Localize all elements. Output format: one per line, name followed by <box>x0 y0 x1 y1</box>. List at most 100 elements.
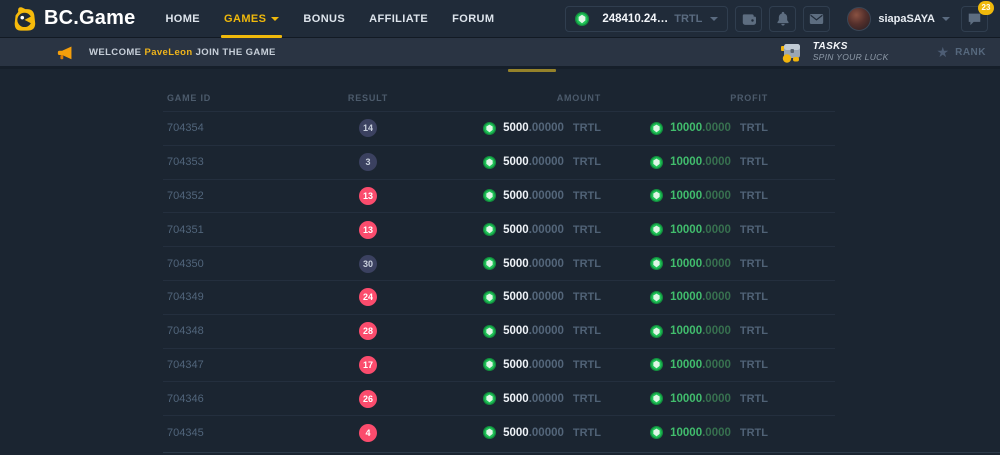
amount-currency: TRTL <box>572 189 601 202</box>
result-badge: 17 <box>359 355 377 374</box>
table-row[interactable]: 704350 30 5000 .00000 TRTL <box>163 246 835 280</box>
amount-decimals: .00000 <box>528 257 564 270</box>
trtl-coin-icon <box>483 358 497 372</box>
table-body: 704354 14 5000 .00000 TRTL <box>163 111 835 449</box>
table-row[interactable]: 704351 13 5000 .00000 TRTL <box>163 212 835 246</box>
result-badge: 30 <box>359 254 377 273</box>
nav-games[interactable]: GAMES <box>221 0 283 38</box>
amount-cell: 5000 .00000 TRTL <box>413 121 601 135</box>
profit-cell: 10000 .0000 TRTL <box>601 223 768 237</box>
amount-currency: TRTL <box>572 392 601 405</box>
amount-currency: TRTL <box>572 358 601 371</box>
table-row[interactable]: 704354 14 5000 .00000 TRTL <box>163 111 835 145</box>
treasure-chest-icon <box>778 40 805 64</box>
profit-decimals: .0000 <box>702 325 731 338</box>
amount-integer: 5000 <box>503 392 529 405</box>
trtl-coin-icon <box>650 426 664 440</box>
result-badge: 3 <box>359 153 377 172</box>
amount-integer: 5000 <box>503 291 529 304</box>
notifications-button[interactable] <box>769 5 797 32</box>
user-menu[interactable]: siapaSAYA <box>847 6 950 31</box>
amount-integer: 5000 <box>503 257 529 270</box>
welcomed-username: PaveLeon <box>144 46 193 58</box>
result-badge: 4 <box>359 423 377 442</box>
amount-currency: TRTL <box>572 122 601 135</box>
profit-cell: 10000 .0000 TRTL <box>601 324 768 338</box>
result-badge: 24 <box>359 288 377 307</box>
tasks-label: TASKS SPIN YOUR LUCK <box>812 41 889 62</box>
profit-cell: 10000 .0000 TRTL <box>601 189 768 203</box>
profit-integer: 10000 <box>670 392 703 405</box>
result-badge: 13 <box>359 186 377 205</box>
game-id: 704350 <box>167 257 204 270</box>
amount-cell: 5000 .00000 TRTL <box>413 257 601 271</box>
rank-label: RANK <box>955 46 986 58</box>
nav-affiliate[interactable]: AFFILIATE <box>369 12 429 25</box>
profit-decimals: .0000 <box>702 291 731 304</box>
brand-logo[interactable]: BC.Game <box>12 5 135 33</box>
amount-cell: 5000 .00000 TRTL <box>413 155 601 169</box>
top-bar: BC.Game HOME GAMES BONUS AFFILIATE FORUM <box>0 0 1000 38</box>
avatar <box>847 6 872 31</box>
topbar-actions: 248410.24… TRTL <box>565 0 994 32</box>
amount-cell: 5000 .00000 TRTL <box>413 358 601 372</box>
chat-button[interactable]: 23 <box>961 0 994 32</box>
bets-history-table: GAME ID RESULT AMOUNT PROFIT 704354 14 5… <box>163 85 835 449</box>
amount-currency: TRTL <box>572 156 601 169</box>
nav-bonus[interactable]: BONUS <box>303 12 346 25</box>
trtl-coin-icon <box>650 223 664 237</box>
tasks-widget[interactable]: TASKS SPIN YOUR LUCK <box>778 40 889 64</box>
table-row[interactable]: 704349 24 5000 .00000 TRTL <box>163 279 835 314</box>
messages-button[interactable] <box>803 5 831 32</box>
nav-home[interactable]: HOME <box>165 12 201 25</box>
nav-forum[interactable]: FORUM <box>452 12 495 25</box>
profit-decimals: .0000 <box>702 223 731 236</box>
profit-decimals: .0000 <box>702 122 731 135</box>
amount-integer: 5000 <box>503 122 529 135</box>
megaphone-icon <box>56 44 75 61</box>
trtl-coin-icon <box>650 290 664 304</box>
amount-cell: 5000 .00000 TRTL <box>413 223 601 237</box>
balance-amount: 248410.24… <box>602 12 669 25</box>
balance-selector[interactable]: 248410.24… TRTL <box>565 5 729 32</box>
table-row[interactable]: 704352 13 5000 .00000 TRTL <box>163 178 835 213</box>
game-id: 704354 <box>167 122 204 135</box>
amount-integer: 5000 <box>503 189 529 202</box>
bcgame-logo-icon <box>12 5 37 33</box>
profit-cell: 10000 .0000 TRTL <box>601 426 768 440</box>
table-row[interactable]: 704346 26 5000 .00000 TRTL <box>163 381 835 415</box>
amount-currency: TRTL <box>572 426 601 439</box>
chevron-down-icon <box>942 16 950 21</box>
wallet-button[interactable] <box>735 5 763 32</box>
profit-decimals: .0000 <box>702 156 731 169</box>
game-id: 704346 <box>167 392 204 405</box>
profit-integer: 10000 <box>670 358 703 371</box>
amount-integer: 5000 <box>503 358 529 371</box>
amount-integer: 5000 <box>503 325 529 338</box>
column-amount: AMOUNT <box>556 93 601 103</box>
profit-integer: 10000 <box>670 257 703 270</box>
amount-decimals: .00000 <box>528 291 564 304</box>
column-game-id: GAME ID <box>167 93 212 103</box>
trtl-coin-icon <box>650 392 664 406</box>
amount-integer: 5000 <box>503 223 529 236</box>
star-icon: ★ <box>936 44 950 60</box>
chevron-down-icon <box>271 16 280 21</box>
trtl-coin-icon <box>483 290 497 304</box>
table-row[interactable]: 704348 28 5000 .00000 TRTL <box>163 313 835 348</box>
rank-widget[interactable]: ★ RANK <box>937 45 986 59</box>
amount-decimals: .00000 <box>528 156 564 169</box>
table-row[interactable]: 704347 17 5000 .00000 TRTL <box>163 347 835 382</box>
profit-cell: 10000 .0000 TRTL <box>601 155 768 169</box>
trtl-coin-icon <box>483 155 497 169</box>
profit-currency: TRTL <box>739 392 768 405</box>
tab-indicator <box>508 69 556 72</box>
game-id: 704348 <box>167 325 204 338</box>
table-row[interactable]: 704345 4 5000 .00000 TRTL <box>163 415 835 449</box>
trtl-coin-icon <box>650 257 664 271</box>
trtl-coin-icon <box>650 189 664 203</box>
game-id: 704353 <box>167 156 204 169</box>
table-row[interactable]: 704353 3 5000 .00000 TRTL <box>163 144 835 179</box>
profit-cell: 10000 .0000 TRTL <box>601 358 768 372</box>
